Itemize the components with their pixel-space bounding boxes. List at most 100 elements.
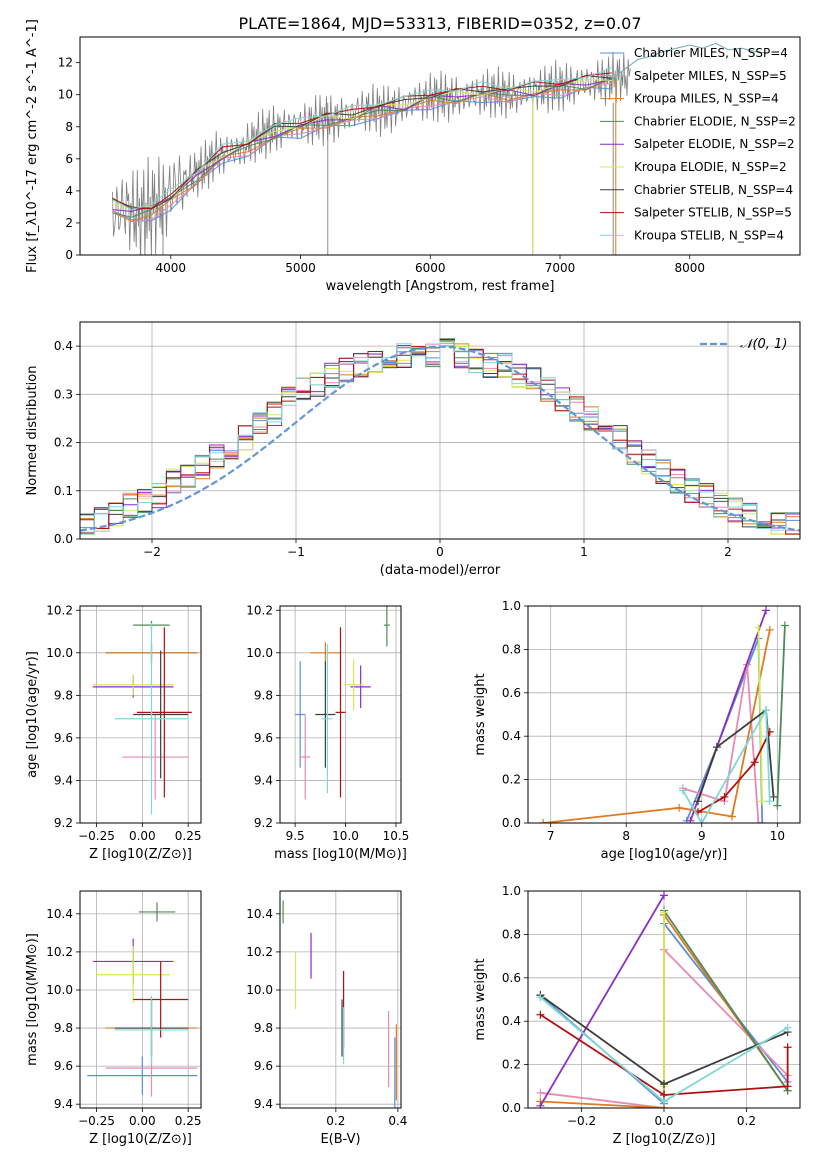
y-tick-label: 9.6 [54,1059,73,1073]
y-tick-label: 0.4 [54,339,73,353]
y-axis-label: Normed distribution [25,366,40,496]
x-tick-label: 0.2 [326,1114,345,1128]
weight-line-salpeter-stelib [539,1013,789,1096]
x-tick-label: 10.0 [332,829,359,843]
weight-marker [773,801,782,810]
plot-area [92,620,198,815]
weight-marker [728,812,736,821]
y-tick-label: 10.2 [246,945,273,959]
errorbar-chabrier-stelib [315,661,336,768]
y-tick-label: 10.2 [246,603,273,617]
weight-marker [780,621,789,630]
x-axis-label: mass [log10(M/M⊙)] [274,847,407,862]
x-tick-label: 0.00 [129,1114,156,1128]
x-tick-label: −0.25 [78,1114,115,1128]
normal-curve [80,345,800,532]
x-tick-label: 0.4 [388,1114,407,1128]
y-tick-label: 10.4 [246,907,273,921]
y-tick-label: 10.4 [46,907,73,921]
x-tick-label: 10 [770,829,785,843]
errorbar-kroupa-elodie [96,946,170,1004]
y-tick-label: 0.1 [54,484,73,498]
errorbar-chabrier-miles [87,1056,198,1095]
y-tick-label: 9.8 [254,1021,273,1035]
errorbar-salpeter-stelib [133,961,189,1038]
weight-marker [660,1080,668,1089]
y-tick-label: 10.0 [246,983,273,997]
x-tick-label: 6000 [415,261,446,275]
y-tick-label: 10 [58,88,73,102]
weight-marker [758,819,767,823]
x-axis-label: Z [log10(Z/Z⊙)] [89,847,192,862]
y-tick-label: 9.2 [54,816,73,830]
legend-label-chabrier-stelib: Chabrier STELIB, N_SSP=4 [634,183,793,197]
x-tick-label: 10.5 [383,829,410,843]
errorbar-chabrier-elodie [383,606,390,647]
errorbar-kroupa-stelib [322,644,333,794]
x-tick-label: 0.0 [654,1114,673,1128]
legend-label-kroupa-stelib: Kroupa STELIB, N_SSP=4 [634,228,784,242]
axes-frame [79,890,202,1109]
errorbar-salpeter-stelib [335,627,346,798]
model-line-kroupa-stelib [112,67,613,211]
x-tick-label: 0 [436,545,444,559]
chart-spectrum: 4000 5000 6000 7000 8000 0 2 4 6 8 10 12 wavelength … [25,19,801,294]
errorbar-kroupa-miles [310,642,341,664]
errorbar-salpeter-miles [300,714,311,800]
legend-label-chabrier-elodie: Chabrier ELODIE, N_SSP=2 [634,114,796,128]
weight-marker [712,743,721,752]
model-line-salpeter-stelib [112,72,612,210]
y-tick-label: 0.0 [502,1101,521,1115]
weight-marker [783,1082,792,1091]
y-tick-label: 1.0 [502,599,521,613]
errorbar-chabrier-stelib [133,650,189,779]
y-tick-label: 8 [65,120,73,134]
x-tick-label: 0.25 [175,829,202,843]
x-tick-label: 8000 [674,261,705,275]
weight-marker [750,758,759,767]
y-tick-label: 9.4 [54,773,73,787]
legend-label-salpeter-elodie: Salpeter ELODIE, N_SSP=2 [634,137,795,151]
chart-mass-weight-vs-age: 7 8 9 10 0.0 0.2 0.4 0.6 0.8 1.0 age [log10(age/yr… [473,599,801,862]
weight-line-salpeter-elodie [539,894,665,1107]
x-axis-label: wavelength [Angstrom, rest frame] [326,279,555,294]
weight-marker [536,1101,545,1108]
x-tick-label: 7 [547,829,555,843]
weight-line-kroupa-stelib [682,706,771,823]
y-tick-label: 9.4 [254,1097,273,1111]
weight-marker [783,1043,792,1052]
weight-marker [675,803,684,812]
y-tick-label: 0.6 [502,686,521,700]
plot-area [539,606,789,823]
axes-frame [79,36,801,256]
legend: Chabrier MILES, N_SSP=4 Salpeter MILES, N… [600,46,796,242]
x-tick-label: 5000 [285,261,316,275]
weight-marker [783,1023,792,1032]
weight-marker [754,819,763,823]
x-tick-label: 0.25 [175,1114,202,1128]
model-line-chabrier-elodie [112,77,613,218]
x-tick-label: 0.2 [737,1114,756,1128]
y-tick-label: 9.4 [254,773,273,787]
model-line-chabrier-stelib [112,75,612,210]
chart-mass-vs-EBV: 0.2 0.4 9.4 9.6 9.8 10.0 10.2 10.4 E(B-V) [246,890,407,1147]
y-tick-label: 0.0 [502,816,521,830]
weight-marker [758,797,767,806]
weight-line-chabrier-elodie [663,910,789,1092]
chart-age-vs-Z: −0.25 0.00 0.25 9.2 9.4 9.6 9.8 10.0 10.2 Z [log1… [25,603,202,862]
y-tick-label: 0.2 [502,1058,521,1072]
weight-marker [660,1097,668,1106]
y-tick-label: 9.2 [254,816,273,830]
y-axis-label: mass weight [473,673,488,755]
weight-line-salpeter-stelib [697,731,771,813]
y-tick-label: 9.6 [54,731,73,745]
weight-marker [765,797,774,806]
x-axis-label: (data-model)/error [380,563,501,578]
y-tick-label: 0.8 [502,927,521,941]
weight-line-kroupa-miles [543,629,771,823]
x-tick-label: 4000 [156,261,187,275]
errorbar-salpeter-miles [122,714,189,800]
weight-marker [686,816,695,823]
x-tick-label: −0.2 [567,1114,596,1128]
x-axis-label: Z [log10(Z/Z⊙)] [613,1132,716,1147]
